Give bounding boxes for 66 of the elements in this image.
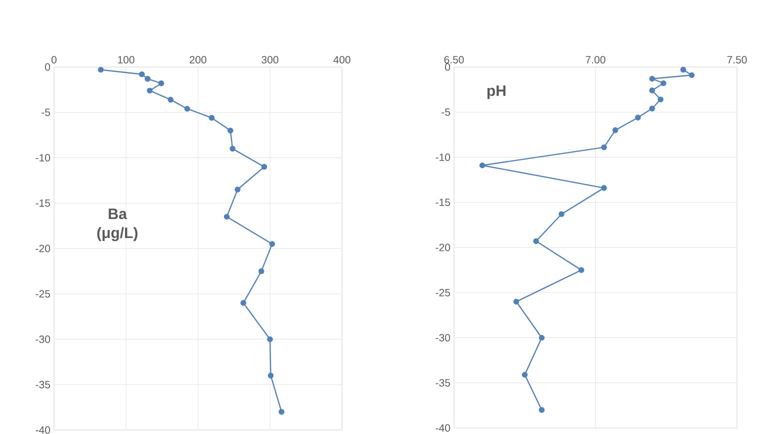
point bbox=[138, 71, 145, 78]
y-tick-label: -30 bbox=[436, 334, 450, 342]
point bbox=[513, 298, 520, 305]
point bbox=[601, 144, 607, 150]
point bbox=[538, 334, 545, 341]
y-tick-label: -30 bbox=[36, 336, 50, 343]
point bbox=[658, 96, 664, 102]
point bbox=[278, 408, 284, 415]
point bbox=[228, 128, 234, 134]
point bbox=[522, 372, 528, 378]
y-tick-label: 0 bbox=[45, 63, 50, 71]
point bbox=[240, 300, 246, 306]
y-tick-label: -5 bbox=[42, 108, 50, 116]
y-tick-label: -15 bbox=[436, 198, 450, 206]
point bbox=[538, 407, 545, 413]
point bbox=[601, 185, 607, 191]
point bbox=[184, 106, 190, 112]
y-tick-label: -25 bbox=[36, 290, 50, 298]
y-tick-label: -40 bbox=[36, 426, 50, 434]
y-tick-label: -10 bbox=[436, 154, 450, 161]
x-tick-label: 6.50 bbox=[444, 56, 464, 64]
x-tick-label: 100 bbox=[118, 56, 134, 64]
y-tick-label: -20 bbox=[436, 244, 450, 252]
point bbox=[146, 88, 153, 94]
point bbox=[230, 146, 236, 152]
point bbox=[479, 162, 486, 168]
y-tick-label: -10 bbox=[36, 154, 50, 162]
x-tick-label: 7.50 bbox=[727, 56, 747, 64]
x-tick-label: 300 bbox=[262, 56, 278, 64]
point bbox=[533, 238, 539, 244]
point bbox=[268, 372, 274, 378]
point bbox=[208, 114, 215, 121]
x-tick-label: 7.00 bbox=[586, 56, 606, 64]
point bbox=[98, 66, 104, 73]
y-tick-label: -5 bbox=[442, 108, 450, 116]
y-tick-label: -40 bbox=[436, 424, 450, 432]
point bbox=[269, 241, 276, 247]
point bbox=[649, 88, 656, 94]
point bbox=[649, 106, 656, 112]
x-tick-label: 200 bbox=[190, 56, 206, 64]
y-tick-label: -20 bbox=[36, 244, 50, 252]
point bbox=[224, 214, 230, 220]
point bbox=[168, 96, 174, 103]
point bbox=[660, 80, 666, 86]
y-tick-label: -25 bbox=[436, 288, 450, 296]
point bbox=[578, 267, 584, 273]
point bbox=[267, 336, 273, 342]
point bbox=[258, 268, 264, 274]
y-tick-label: 0 bbox=[445, 63, 450, 71]
point bbox=[680, 66, 686, 73]
y-tick-label: -35 bbox=[436, 379, 450, 387]
point bbox=[158, 80, 164, 86]
point bbox=[558, 211, 564, 218]
point bbox=[234, 186, 240, 192]
point bbox=[635, 114, 641, 120]
point bbox=[688, 72, 695, 78]
x-tick-label: 0 bbox=[51, 56, 57, 64]
y-tick-label: -35 bbox=[36, 380, 50, 388]
annotation: pH bbox=[487, 86, 506, 99]
point bbox=[261, 164, 268, 170]
annotation: Ba (μg/L) bbox=[97, 208, 138, 242]
y-tick-label: -15 bbox=[36, 199, 50, 207]
x-tick-label: 400 bbox=[333, 56, 350, 64]
point bbox=[612, 127, 618, 134]
point bbox=[649, 76, 656, 82]
point bbox=[144, 76, 150, 82]
